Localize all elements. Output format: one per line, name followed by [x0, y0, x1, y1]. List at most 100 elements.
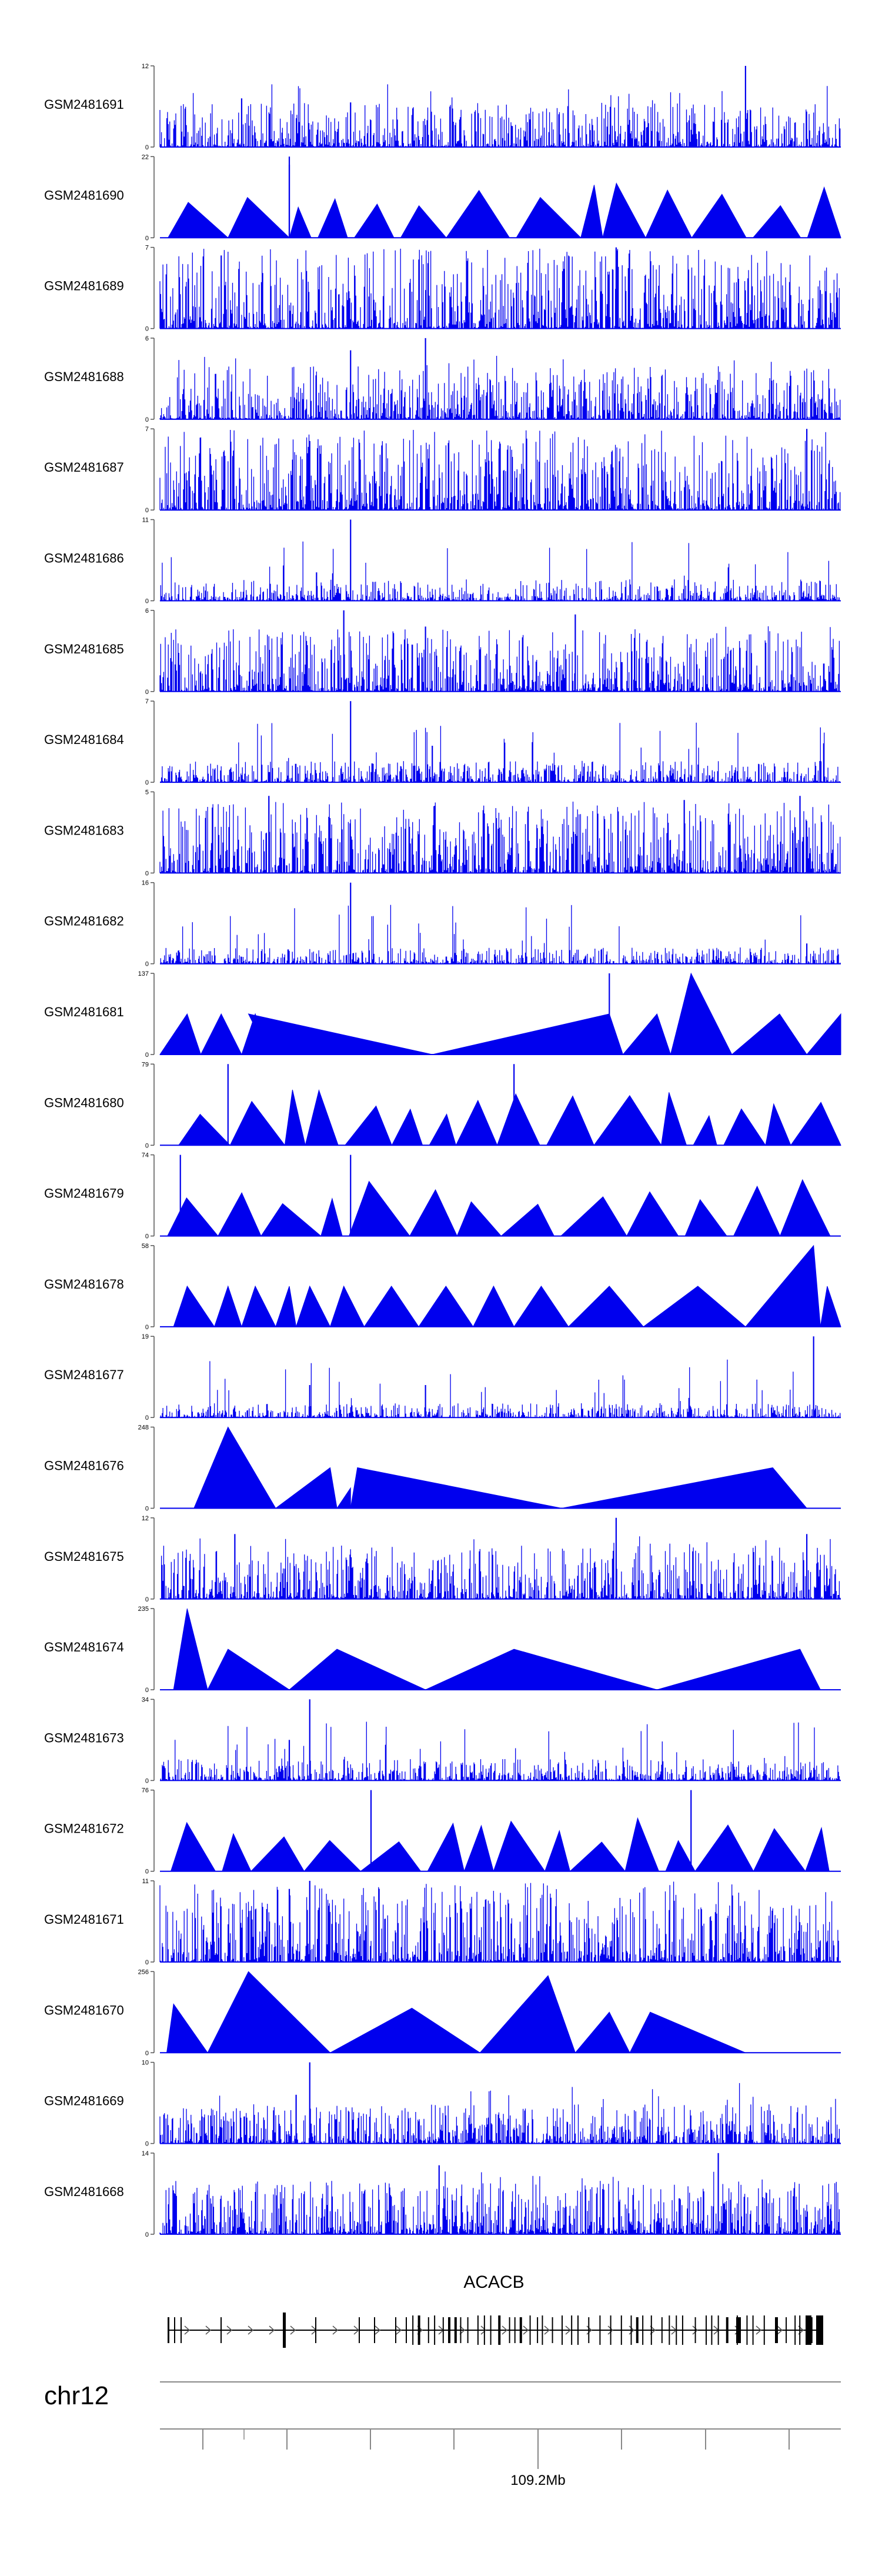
- signal-bars: [159, 2171, 841, 2234]
- signal-peak: [580, 185, 603, 238]
- signal-peak: [170, 1821, 216, 1872]
- signal-peak: [248, 1013, 433, 1055]
- y-max-label: 248: [138, 1424, 149, 1432]
- strand-arrow: [523, 2325, 529, 2335]
- signal-peak: [472, 1285, 514, 1327]
- gene-exon: [794, 2315, 796, 2345]
- track-label: GSM2481684: [44, 732, 124, 747]
- track-GSM2481669: GSM2481669 10 0: [44, 2060, 841, 2148]
- gene-exon: [676, 2315, 677, 2345]
- signal-bars: [159, 541, 841, 601]
- track-label: GSM2481678: [44, 1277, 124, 1292]
- gene-label: ACACB: [463, 2273, 524, 2292]
- signal-peak: [320, 1197, 343, 1237]
- signal-peak: [723, 1108, 766, 1146]
- gene-exon: [529, 2315, 531, 2345]
- signal-peak: [626, 1191, 679, 1237]
- signal-bars: [160, 1721, 841, 1781]
- track-label: GSM2481670: [44, 2003, 124, 2017]
- signal-peak: [289, 206, 312, 238]
- strand-arrow: [375, 2325, 381, 2335]
- track-label: GSM2481668: [44, 2184, 124, 2199]
- signal-peak: [275, 1467, 338, 1509]
- gene-exon: [811, 2317, 813, 2343]
- track-label: GSM2481671: [44, 1912, 124, 1927]
- strand-arrow: [502, 2325, 508, 2335]
- signal-peak: [295, 1285, 331, 1327]
- signal-bars: [159, 430, 841, 510]
- chromosome-axis: chr12 109.2Mb: [44, 2381, 841, 2488]
- track-GSM2481684: GSM2481684 7 0: [44, 698, 841, 786]
- track-GSM2481687: GSM2481687 7 0: [44, 426, 841, 514]
- gene-exon: [417, 2315, 420, 2345]
- y-min-label: 0: [145, 2141, 149, 2148]
- gene-exon: [694, 2317, 696, 2343]
- signal-peak: [665, 1840, 696, 1872]
- track-label: GSM2481689: [44, 279, 124, 293]
- signal-peak: [753, 1828, 806, 1872]
- signal-peak: [684, 1199, 728, 1237]
- track-label: GSM2481669: [44, 2094, 124, 2108]
- y-max-label: 235: [138, 1606, 149, 1613]
- y-min-label: 0: [145, 1052, 149, 1059]
- gene-exon: [168, 2317, 169, 2343]
- gene-exon: [174, 2317, 175, 2343]
- signal-peak: [178, 1113, 231, 1146]
- signal-bars: [160, 722, 841, 783]
- track-label: GSM2481677: [44, 1367, 124, 1382]
- gene-exon: [775, 2317, 778, 2343]
- signal-peak: [820, 1286, 841, 1327]
- track-label: GSM2481685: [44, 642, 124, 656]
- signal-peak: [691, 193, 747, 238]
- strand-arrow: [459, 2325, 466, 2335]
- strand-arrow: [777, 2325, 783, 2335]
- signal-bars: [159, 2083, 841, 2144]
- tracks-layer: GSM2481691120GSM2481690220GSM248168970GS…: [44, 63, 841, 2238]
- y-min-label: 0: [145, 1777, 149, 1784]
- gene-exon: [588, 2317, 590, 2343]
- signal-peak: [500, 1203, 555, 1237]
- track-GSM2481677: GSM2481677 19 0: [44, 1333, 841, 1422]
- signal-peak: [250, 1836, 305, 1872]
- y-max-label: 22: [142, 154, 149, 161]
- y-max-label: 11: [142, 517, 149, 524]
- signal-peak: [560, 1196, 627, 1237]
- track-label: GSM2481686: [44, 551, 124, 566]
- y-min-label: 0: [145, 1414, 149, 1422]
- signal-peak: [544, 1830, 571, 1872]
- signal-peak: [602, 182, 646, 238]
- signal-peak: [200, 1013, 242, 1055]
- y-max-label: 256: [138, 1968, 149, 1976]
- y-min-label: 0: [145, 1596, 149, 1603]
- y-max-label: 74: [142, 1152, 149, 1159]
- gene-exon: [562, 2315, 563, 2345]
- gene-exon: [711, 2315, 713, 2345]
- signal-peak: [446, 189, 510, 238]
- track-GSM2481675: GSM2481675 12 0: [44, 1515, 841, 1603]
- signal-peak: [418, 1286, 474, 1327]
- gene-exon: [669, 2315, 670, 2345]
- gene-exon: [763, 2315, 765, 2345]
- signal-peak: [409, 1189, 458, 1237]
- track-label: GSM2481679: [44, 1186, 124, 1201]
- track-GSM2481674: GSM2481674 235 0: [44, 1606, 841, 1694]
- track-label: GSM2481680: [44, 1095, 124, 1110]
- track-label: GSM2481676: [44, 1459, 124, 1473]
- signal-peak: [427, 1822, 465, 1872]
- gene-exon: [717, 2315, 719, 2345]
- signal-peak: [207, 1649, 290, 1690]
- gene-exon: [412, 2315, 414, 2345]
- gene-exon: [542, 2315, 543, 2345]
- y-max-label: 137: [138, 970, 149, 977]
- signal-peak: [229, 1100, 286, 1146]
- gene-exon: [283, 2313, 286, 2348]
- y-min-label: 0: [145, 961, 149, 968]
- y-min-label: 0: [145, 1506, 149, 1513]
- signal-peak: [329, 1285, 365, 1327]
- y-max-label: 7: [145, 698, 149, 705]
- y-min-label: 0: [145, 1324, 149, 1331]
- signal-peak: [752, 205, 801, 238]
- signal-peak: [642, 1286, 747, 1327]
- gene-exon: [726, 2317, 729, 2343]
